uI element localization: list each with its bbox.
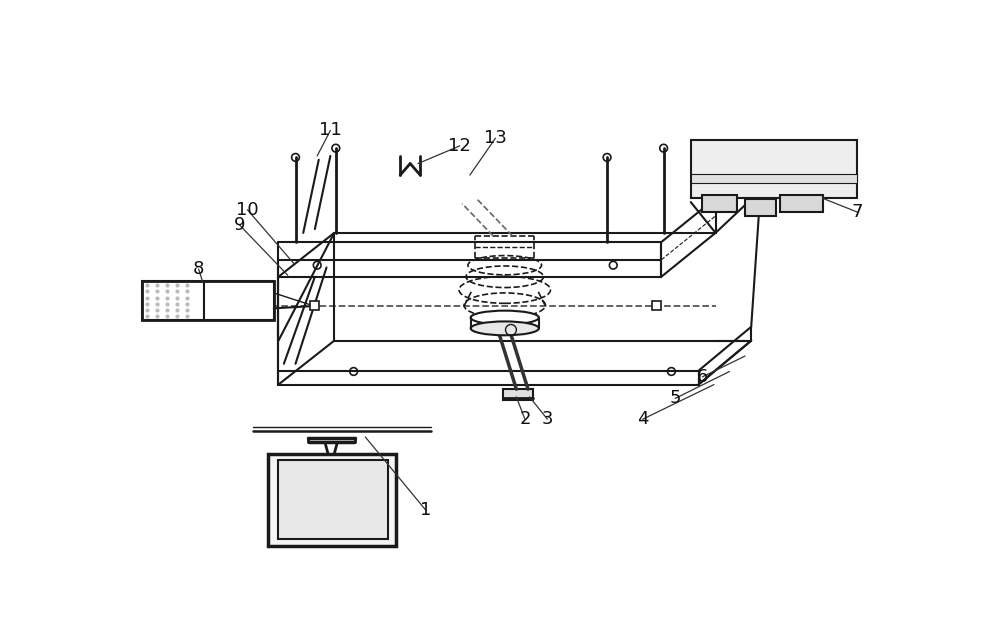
Text: 9: 9 — [234, 216, 245, 234]
Bar — [142, 281, 274, 320]
Bar — [702, 195, 737, 212]
Text: 2: 2 — [519, 410, 531, 428]
Text: 13: 13 — [484, 129, 507, 147]
Bar — [745, 199, 776, 216]
Bar — [780, 195, 822, 212]
Text: 3: 3 — [542, 410, 553, 428]
Text: 8: 8 — [193, 260, 204, 278]
Bar — [503, 389, 533, 400]
Bar — [142, 281, 204, 320]
Bar — [691, 140, 857, 198]
Ellipse shape — [471, 322, 539, 336]
Text: 4: 4 — [637, 410, 648, 428]
Bar — [278, 460, 388, 539]
Bar — [652, 301, 661, 310]
Text: 1: 1 — [420, 501, 431, 519]
Ellipse shape — [471, 311, 539, 325]
Bar — [310, 301, 319, 310]
Text: 7: 7 — [852, 203, 863, 221]
Text: 12: 12 — [448, 137, 471, 155]
Bar — [691, 174, 857, 183]
Text: 6: 6 — [697, 368, 708, 386]
Text: 11: 11 — [319, 121, 342, 140]
Bar — [268, 454, 396, 546]
Text: 10: 10 — [236, 201, 259, 219]
Text: 5: 5 — [670, 389, 681, 408]
Bar — [204, 281, 274, 320]
